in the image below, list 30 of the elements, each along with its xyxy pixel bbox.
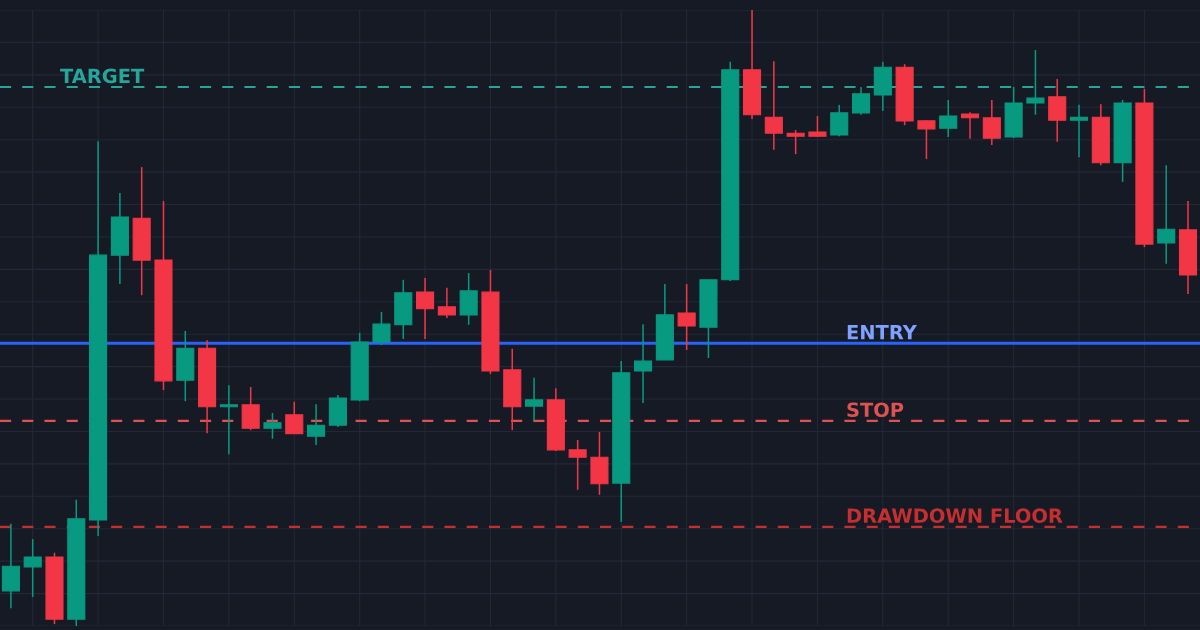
candlestick bbox=[764, 60, 783, 151]
candlestick bbox=[1157, 164, 1176, 265]
candlestick bbox=[263, 412, 282, 440]
candlestick bbox=[1069, 104, 1089, 158]
candlestick bbox=[437, 287, 456, 319]
candlestick bbox=[1048, 78, 1067, 143]
ref-line-label: DRAWDOWN FLOOR bbox=[847, 508, 1063, 524]
candlestick bbox=[917, 119, 936, 160]
candlestick bbox=[219, 384, 238, 455]
ref-line-label: TARGET bbox=[60, 68, 145, 84]
candlestick bbox=[568, 439, 587, 491]
candlestick bbox=[1026, 49, 1045, 116]
candlestick bbox=[416, 277, 435, 340]
candlestick bbox=[285, 401, 304, 435]
candlestick bbox=[851, 86, 871, 116]
candlestick bbox=[786, 129, 805, 155]
candlestick bbox=[960, 111, 980, 140]
candlestick bbox=[372, 311, 391, 346]
candlestick bbox=[241, 386, 260, 431]
ref-line-label: STOP bbox=[847, 402, 904, 418]
candlestick bbox=[808, 115, 827, 138]
candlestick bbox=[633, 323, 653, 404]
candlestick bbox=[982, 99, 1001, 146]
candlestick bbox=[939, 99, 958, 138]
candlestick bbox=[307, 403, 326, 446]
ref-line-label: ENTRY bbox=[847, 325, 917, 340]
candlestick bbox=[525, 376, 544, 422]
candlestick bbox=[23, 538, 42, 598]
candlestick bbox=[677, 283, 696, 351]
candlestick bbox=[830, 104, 849, 138]
